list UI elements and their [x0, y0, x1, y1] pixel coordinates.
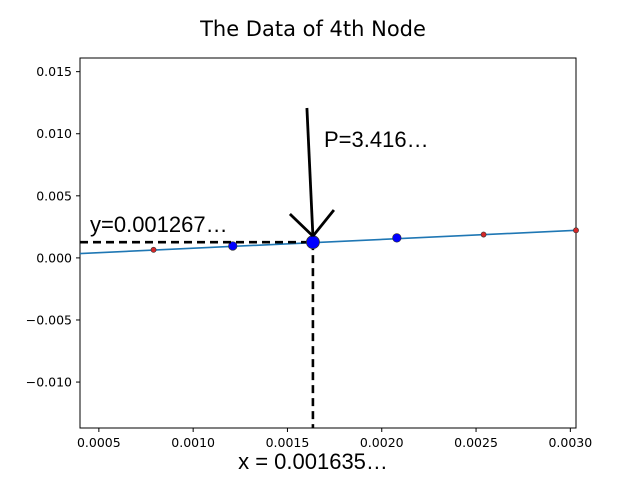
arrow-head-left — [288, 212, 314, 238]
blue-data-point — [228, 241, 238, 251]
red-data-point — [150, 246, 157, 253]
highlighted-point — [306, 235, 320, 250]
y-tick-label: 0.015 — [36, 64, 72, 79]
y-tick-label: 0.000 — [36, 250, 72, 265]
y-tick-label: 0.005 — [36, 188, 72, 203]
x-axis-label: x = 0.001635… — [238, 449, 388, 474]
red-data-point — [480, 231, 487, 238]
annotation-layer: P=3.416… y=0.001267… — [80, 107, 429, 428]
y-value-label: y=0.001267… — [90, 212, 228, 237]
x-tick-label: 0.0030 — [548, 435, 592, 450]
x-tick-label: 0.0010 — [171, 435, 215, 450]
p-value-label: P=3.416… — [324, 127, 429, 152]
arrow-shaft — [305, 107, 315, 237]
x-tick-label: 0.0005 — [77, 435, 121, 450]
y-axis: 0.015 0.010 0.005 0.000 −0.005 −0.010 — [26, 64, 80, 390]
x-tick-label: 0.0020 — [360, 435, 404, 450]
x-tick-label: 0.0025 — [454, 435, 498, 450]
plot-frame — [79, 57, 577, 429]
y-tick-label: −0.005 — [26, 312, 72, 327]
y-tick-label: −0.010 — [26, 375, 72, 390]
chart-title: The Data of 4th Node — [199, 17, 426, 41]
series-line — [79, 229, 577, 255]
arrow-head-right — [311, 209, 336, 238]
blue-data-point — [392, 233, 402, 243]
x-tick-label: 0.0015 — [266, 435, 310, 450]
x-axis: 0.0005 0.0010 0.0015 0.0020 0.0025 0.0030 — [77, 428, 592, 450]
y-tick-label: 0.010 — [36, 126, 72, 141]
red-data-point — [573, 227, 579, 234]
